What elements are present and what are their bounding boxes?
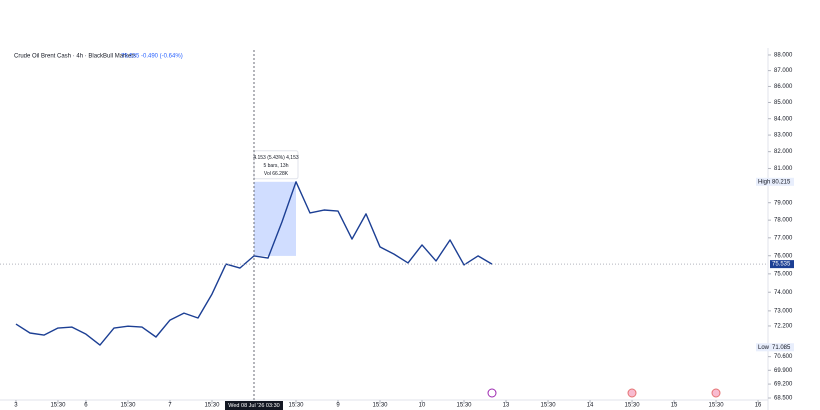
x-tick-label: 15:30	[120, 403, 136, 409]
x-tick-label: 15:30	[709, 403, 725, 409]
x-tick-label: 15:30	[288, 403, 304, 409]
x-tick-label: 3	[14, 403, 18, 409]
event-icon[interactable]	[627, 388, 637, 398]
y-tick-label: 85.000	[774, 100, 793, 106]
y-tick-label: 83.000	[774, 133, 793, 139]
y-tick-label: 88.000	[774, 53, 793, 59]
crosshair-badge	[224, 401, 283, 410]
event-icons	[487, 388, 721, 398]
measure-text: 5 bars, 13h	[263, 163, 288, 169]
x-tick-label: 13	[503, 403, 510, 409]
y-tick-label: 87.000	[774, 68, 793, 74]
y-tick-label: 77.000	[774, 235, 793, 241]
x-tick-label: 16	[755, 403, 762, 409]
x-tick-label: 15:30	[625, 403, 641, 409]
x-tick-label: 15:30	[204, 403, 220, 409]
price-label-name: High	[758, 179, 770, 185]
y-tick-label: 68.500	[774, 396, 793, 402]
price-label-value: 71.085	[772, 345, 791, 351]
last-price-label: 75.535	[772, 262, 791, 268]
measure-tooltip	[253, 150, 299, 180]
y-tick-label: 70.600	[774, 354, 793, 360]
y-tick-label: 69.900	[774, 368, 793, 374]
price-label-value: 80.215	[772, 179, 791, 185]
measure-text: Vol 66.28K	[264, 171, 289, 177]
x-tick-label: 7	[168, 403, 172, 409]
y-tick-label: 75.000	[774, 271, 793, 277]
x-tick-label: 9	[336, 403, 340, 409]
y-tick-label: 82.000	[774, 149, 793, 155]
price-label-badge	[756, 177, 794, 186]
x-tick-label: 15:30	[50, 403, 66, 409]
x-tick-label: 15:30	[373, 403, 389, 409]
symbol: Crude Oil Brent Cash · 4h · BlackBull Ma…	[14, 54, 136, 60]
y-tick-label: 86.000	[774, 84, 793, 90]
y-tick-label: 72.200	[774, 324, 793, 330]
x-tick-label: 15	[671, 403, 678, 409]
y-tick-label: 79.000	[774, 200, 793, 206]
x-tick-label: 15:30	[457, 403, 473, 409]
event-icon[interactable]	[711, 388, 721, 398]
x-tick-label: 10	[419, 403, 426, 409]
crosshair-label: Wed 08 Jul '26 03:30	[228, 403, 279, 409]
price: 75.535	[121, 54, 140, 60]
x-tick-label: 6	[84, 403, 88, 409]
y-tick-label: 84.000	[774, 116, 793, 122]
x-tick-label: 15:30	[541, 403, 557, 409]
y-tick-label: 73.000	[774, 308, 793, 314]
y-tick-label: 81.000	[774, 166, 793, 172]
y-tick-label: 78.000	[774, 218, 793, 224]
measure-box	[253, 181, 296, 256]
y-tick-label: 69.200	[774, 382, 793, 388]
x-tick-label: 14	[587, 403, 594, 409]
measure-text: 4.153 (5.43%) 4,153	[253, 155, 299, 161]
event-icon[interactable]	[487, 388, 497, 398]
change: -0.490 (-0.64%)	[141, 54, 183, 60]
price-label-name: Low	[758, 345, 770, 351]
price-line	[15, 181, 493, 346]
price-label-badge	[756, 343, 794, 352]
y-tick-label: 74.000	[774, 290, 793, 296]
y-tick-label: 76.000	[774, 253, 793, 259]
last-price-badge	[770, 260, 794, 269]
